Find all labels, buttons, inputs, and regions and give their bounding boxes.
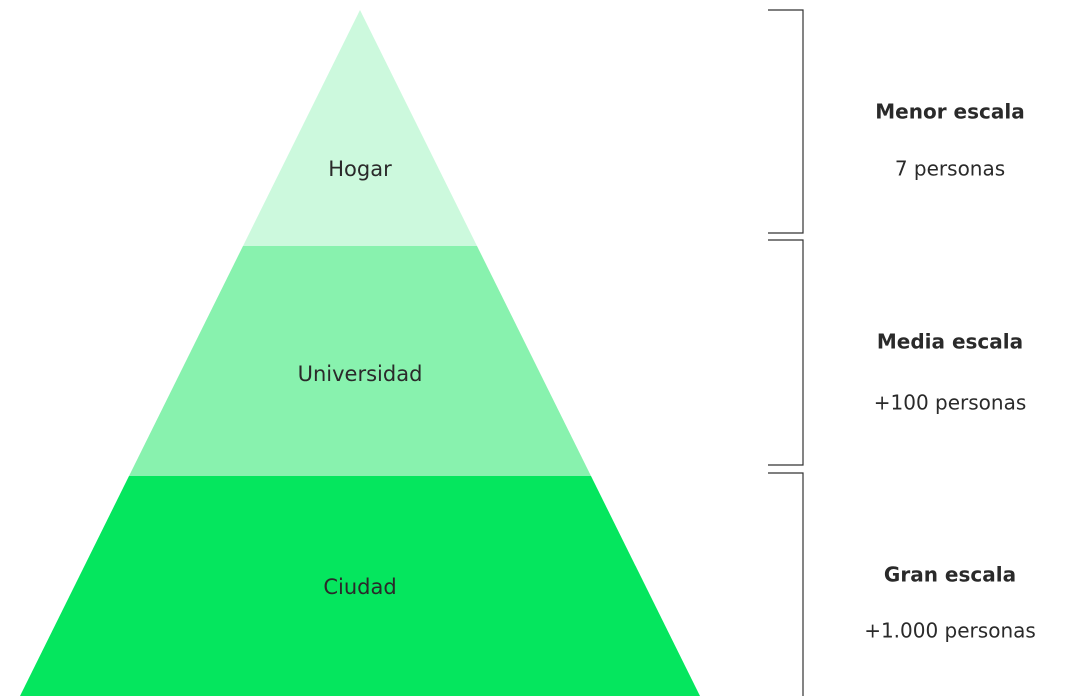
tier-middle — [129, 246, 591, 476]
scale-heading: Menor escala — [875, 100, 1024, 124]
scale-count: 7 personas — [895, 157, 1005, 181]
tier-bottom — [20, 476, 700, 696]
bracket — [768, 9, 804, 234]
tier-label: Universidad — [298, 362, 423, 386]
tier-label: Ciudad — [323, 575, 396, 599]
scale-count: +100 personas — [874, 391, 1027, 415]
tier-label: Hogar — [328, 157, 392, 181]
tier-top — [243, 10, 477, 246]
scale-heading: Media escala — [877, 330, 1023, 354]
bracket — [768, 472, 804, 696]
bracket — [768, 239, 804, 466]
scale-count: +1.000 personas — [864, 619, 1036, 643]
scale-heading: Gran escala — [884, 563, 1016, 587]
